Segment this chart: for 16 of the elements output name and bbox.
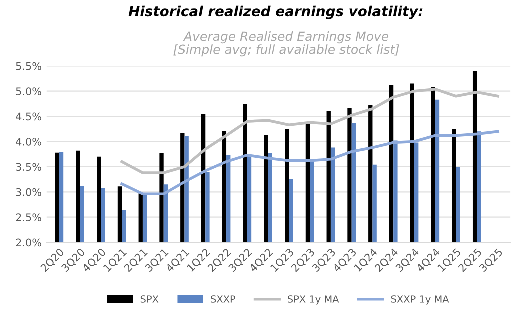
- y-tick-label: 3.5%: [16, 163, 42, 172]
- y-tick-label: 4.5%: [16, 112, 42, 121]
- y-tick-label: 5.0%: [16, 88, 42, 96]
- y-tick-label: 2.0%: [16, 238, 42, 247]
- y-tick-label: 3.0%: [16, 188, 42, 196]
- y-tick-label: 5.5%: [16, 62, 42, 70]
- legend-label: SPX: [140, 296, 159, 303]
- y-tick-label: 2.5%: [16, 214, 42, 222]
- line-series: [120, 88, 500, 174]
- legend-label: SXXP 1y MA: [391, 296, 450, 305]
- legend-label: SXXP: [211, 296, 236, 303]
- line-series: [120, 130, 500, 196]
- legend-label: SPX 1y MA: [288, 296, 340, 305]
- chart-title: Historical realized earnings volatility:: [128, 6, 423, 20]
- chart-subtitle: Average Realised Earnings Move [Simple avg; full available stock list]: [174, 32, 400, 57]
- y-tick-label: 4.0%: [16, 138, 42, 146]
